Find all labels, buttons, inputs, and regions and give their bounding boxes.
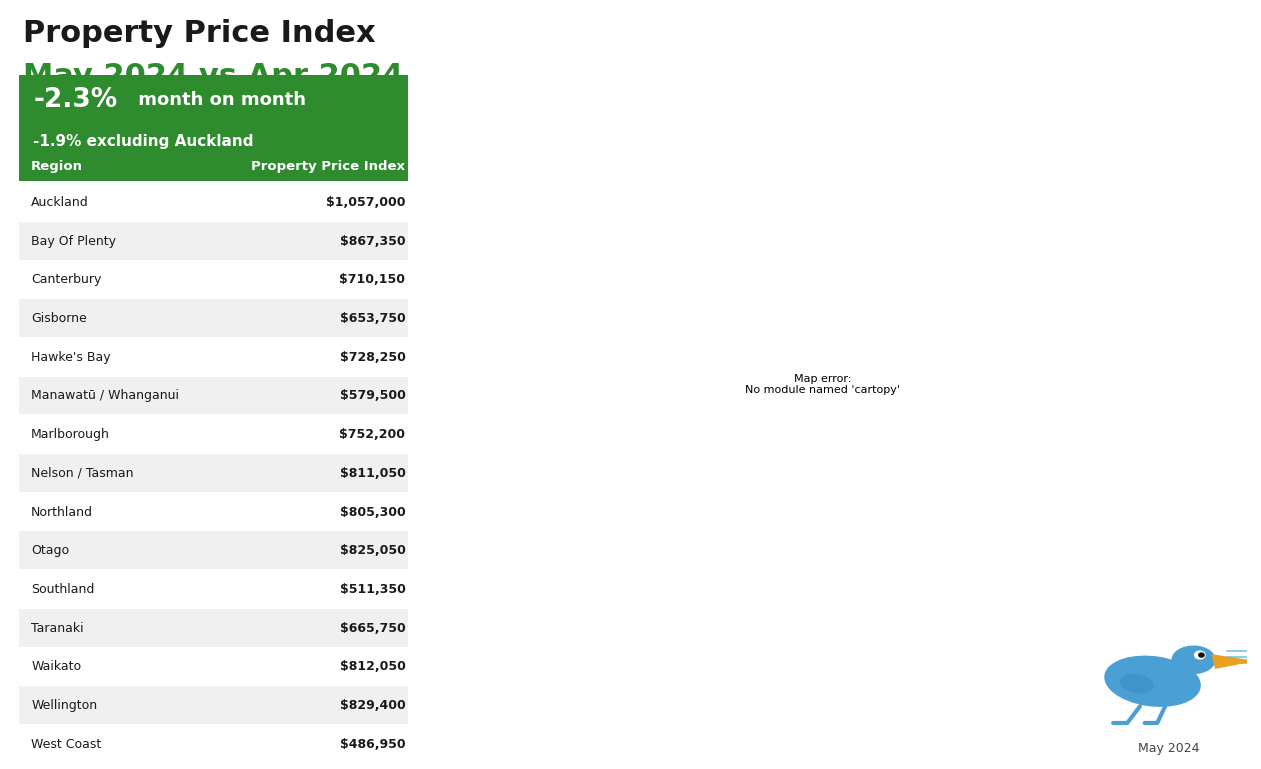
Bar bbox=[19, 531, 407, 569]
Text: Property Price Index: Property Price Index bbox=[251, 160, 406, 172]
Text: $867,350: $867,350 bbox=[339, 235, 406, 248]
Text: Northland: Northland bbox=[32, 505, 93, 518]
Text: Otago: Otago bbox=[32, 544, 69, 558]
Bar bbox=[19, 570, 407, 608]
Text: $653,750: $653,750 bbox=[339, 312, 406, 325]
Text: Auckland: Auckland bbox=[32, 196, 88, 209]
Circle shape bbox=[1194, 651, 1206, 659]
Text: Taranaki: Taranaki bbox=[32, 621, 83, 634]
Text: May 2024 vs Apr 2024: May 2024 vs Apr 2024 bbox=[23, 62, 404, 91]
Bar bbox=[19, 454, 407, 492]
Text: -2.3%: -2.3% bbox=[33, 87, 117, 113]
Text: $812,050: $812,050 bbox=[339, 661, 406, 674]
Text: Wellington: Wellington bbox=[32, 699, 97, 712]
Bar bbox=[19, 493, 407, 531]
Bar bbox=[19, 647, 407, 685]
Text: Marlborough: Marlborough bbox=[32, 428, 110, 441]
Bar bbox=[19, 151, 407, 181]
Bar bbox=[19, 75, 407, 154]
Bar bbox=[19, 221, 407, 260]
Bar bbox=[19, 415, 407, 453]
Bar bbox=[19, 725, 407, 763]
Bar bbox=[19, 183, 407, 221]
Text: $511,350: $511,350 bbox=[339, 583, 406, 596]
Text: $579,500: $579,500 bbox=[339, 389, 406, 402]
Bar bbox=[19, 686, 407, 724]
Text: $811,050: $811,050 bbox=[339, 467, 406, 480]
Text: Property Price Index: Property Price Index bbox=[23, 19, 376, 48]
Text: West Coast: West Coast bbox=[32, 737, 101, 751]
Text: $829,400: $829,400 bbox=[339, 699, 406, 712]
Text: Region: Region bbox=[32, 160, 83, 172]
Text: $710,150: $710,150 bbox=[339, 273, 406, 286]
Bar bbox=[19, 338, 407, 376]
Text: May 2024: May 2024 bbox=[1137, 741, 1199, 754]
Text: Canterbury: Canterbury bbox=[32, 273, 101, 286]
Text: Waikato: Waikato bbox=[32, 661, 81, 674]
Text: Map error:
No module named 'cartopy': Map error: No module named 'cartopy' bbox=[745, 374, 900, 395]
Text: $728,250: $728,250 bbox=[339, 351, 406, 364]
Text: $486,950: $486,950 bbox=[339, 737, 406, 751]
Circle shape bbox=[1199, 653, 1204, 657]
Text: Nelson / Tasman: Nelson / Tasman bbox=[32, 467, 134, 480]
Text: month on month: month on month bbox=[132, 91, 306, 109]
Text: $665,750: $665,750 bbox=[339, 621, 406, 634]
Text: $805,300: $805,300 bbox=[339, 505, 406, 518]
Text: Hawke's Bay: Hawke's Bay bbox=[32, 351, 111, 364]
Ellipse shape bbox=[1105, 656, 1200, 707]
Text: Manawatū / Whanganui: Manawatū / Whanganui bbox=[32, 389, 179, 402]
Bar bbox=[19, 299, 407, 337]
Text: $825,050: $825,050 bbox=[339, 544, 406, 558]
Text: -1.9% excluding Auckland: -1.9% excluding Auckland bbox=[33, 134, 253, 149]
Text: $1,057,000: $1,057,000 bbox=[325, 196, 406, 209]
Text: Southland: Southland bbox=[32, 583, 95, 596]
Polygon shape bbox=[1212, 655, 1252, 668]
Bar bbox=[19, 261, 407, 298]
Ellipse shape bbox=[1171, 645, 1216, 674]
Bar bbox=[19, 377, 407, 414]
Text: Gisborne: Gisborne bbox=[32, 312, 87, 325]
Text: Bay Of Plenty: Bay Of Plenty bbox=[32, 235, 116, 248]
Bar bbox=[19, 609, 407, 647]
Ellipse shape bbox=[1120, 674, 1154, 694]
Text: $752,200: $752,200 bbox=[339, 428, 406, 441]
